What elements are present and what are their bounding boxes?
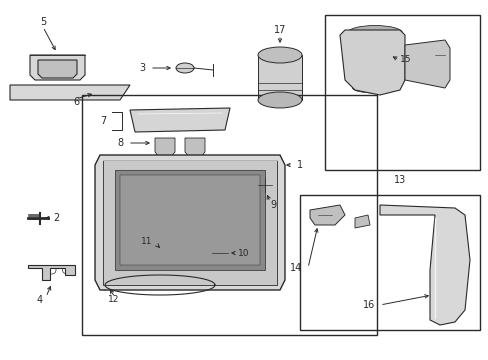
Text: 5: 5: [40, 17, 46, 27]
Bar: [82, 95, 376, 335]
Circle shape: [181, 251, 189, 259]
Text: 2: 2: [53, 213, 59, 223]
Bar: [299, 195, 479, 330]
Polygon shape: [115, 170, 264, 270]
Text: 4: 4: [37, 295, 43, 305]
Circle shape: [100, 280, 110, 290]
Ellipse shape: [319, 208, 329, 222]
Ellipse shape: [176, 63, 194, 73]
Polygon shape: [309, 205, 345, 225]
Text: 7: 7: [100, 116, 106, 126]
Polygon shape: [354, 215, 369, 228]
Circle shape: [156, 251, 163, 259]
Polygon shape: [379, 205, 469, 325]
Text: 13: 13: [393, 175, 406, 185]
Text: 17: 17: [273, 25, 285, 35]
Circle shape: [48, 266, 56, 274]
Text: 16: 16: [362, 300, 374, 310]
Polygon shape: [130, 108, 229, 132]
Ellipse shape: [258, 47, 302, 63]
Text: 15: 15: [399, 55, 411, 64]
Ellipse shape: [352, 83, 397, 93]
Text: 1: 1: [296, 160, 303, 170]
Circle shape: [162, 145, 168, 151]
Polygon shape: [10, 85, 130, 100]
Bar: [325, 15, 479, 170]
Text: 11: 11: [140, 238, 152, 247]
Polygon shape: [103, 160, 276, 285]
Circle shape: [62, 266, 69, 274]
Polygon shape: [155, 138, 175, 158]
Polygon shape: [28, 265, 75, 280]
Polygon shape: [339, 30, 404, 95]
Polygon shape: [184, 138, 204, 158]
Polygon shape: [95, 155, 285, 290]
Circle shape: [177, 247, 193, 263]
Ellipse shape: [258, 92, 302, 108]
Text: 8: 8: [117, 138, 123, 148]
Text: 12: 12: [108, 296, 119, 305]
Circle shape: [152, 247, 168, 263]
Text: 6: 6: [73, 97, 79, 107]
Text: 14: 14: [289, 263, 302, 273]
Polygon shape: [38, 60, 77, 78]
Bar: [258, 55, 302, 100]
Polygon shape: [404, 40, 449, 88]
Ellipse shape: [347, 26, 402, 40]
Polygon shape: [30, 55, 85, 80]
Text: 3: 3: [139, 63, 145, 73]
Ellipse shape: [212, 247, 227, 259]
Ellipse shape: [258, 178, 271, 192]
Ellipse shape: [434, 48, 444, 62]
Polygon shape: [120, 175, 260, 265]
Text: 10: 10: [238, 248, 249, 257]
Text: 9: 9: [269, 200, 276, 210]
Circle shape: [192, 145, 198, 151]
